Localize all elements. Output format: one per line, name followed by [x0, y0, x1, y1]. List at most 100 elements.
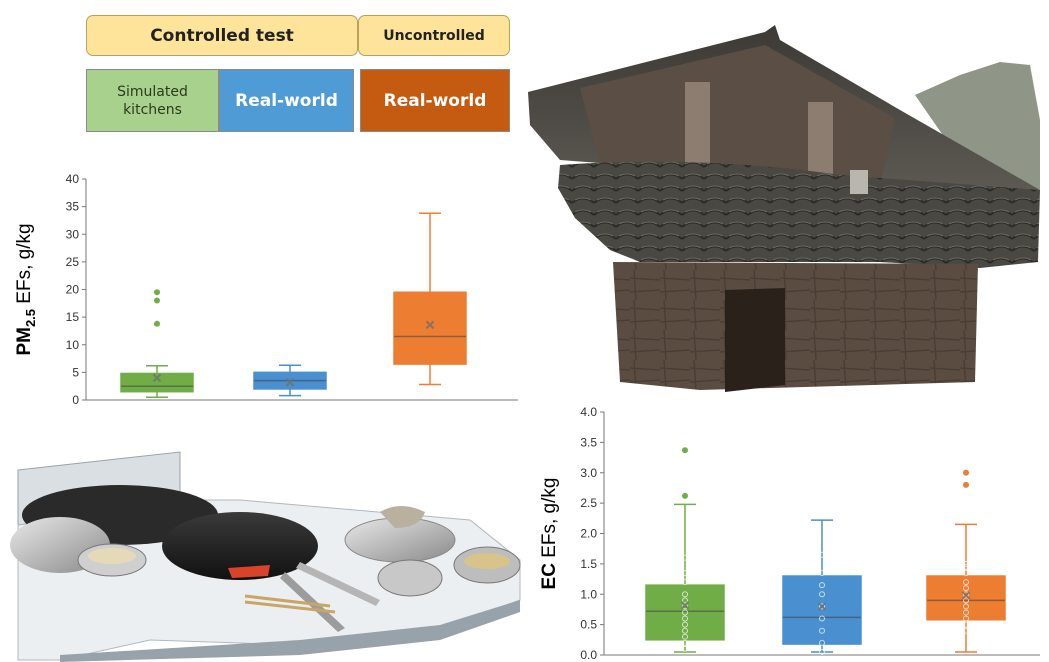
- y-axis-label-bold: EC: [539, 563, 560, 590]
- mean-marker: [817, 602, 827, 611]
- box: [645, 584, 725, 641]
- kitchen-counter-edge: [60, 600, 520, 662]
- data-point: [963, 615, 969, 622]
- data-point: [682, 621, 688, 628]
- data-point: [682, 597, 688, 604]
- data-point: [819, 591, 825, 598]
- mean-marker: [152, 373, 162, 383]
- data-point: [819, 551, 825, 558]
- y-tick-label: 40: [66, 172, 80, 186]
- house-tiled-roof: [558, 161, 1040, 268]
- y-tick-label: 30: [66, 227, 80, 241]
- uncontrolled-header: Uncontrolled: [358, 15, 510, 56]
- pm25-boxplot: 0 5 10 15 20 25 30 35 40 PM2.5 EFs, g/kg: [14, 172, 518, 407]
- y-tick-label: 3.0: [580, 466, 597, 480]
- y-tick-label: 0.5: [580, 618, 597, 632]
- y-tick-label: 0: [72, 393, 79, 407]
- y-tick-label: 1.5: [580, 557, 597, 571]
- uncontrolled-label: Uncontrolled: [383, 27, 485, 44]
- y-tick-label: 2.0: [580, 527, 597, 541]
- house-photo: [528, 25, 1040, 392]
- real-world-controlled-cell: Real-world: [219, 69, 354, 132]
- real-world-controlled-label: Real-world: [235, 90, 338, 111]
- house-trees: [915, 62, 1040, 190]
- simulated-kitchens-cell: Simulated kitchens: [86, 69, 219, 132]
- data-point: [819, 615, 825, 622]
- house-pillar: [685, 82, 710, 174]
- data-point: [682, 569, 688, 576]
- real-world-uncontrolled-cell: Real-world: [360, 69, 510, 132]
- data-point: [963, 569, 969, 576]
- simulated-label: Simulated: [117, 83, 188, 100]
- data-point: [963, 563, 969, 570]
- house-chimney: [850, 170, 868, 194]
- data-point: [819, 627, 825, 634]
- data-point: [963, 585, 969, 592]
- house-pillar: [808, 102, 833, 184]
- kitchen-photo: [10, 451, 521, 662]
- controlled-test-header: Controlled test: [86, 15, 358, 56]
- outlier-point: [154, 289, 160, 296]
- outlier-point: [154, 297, 160, 304]
- ec-boxplot: 0.0 0.5 1.0 1.5 2.0 2.5 3.0 3.5 4.0 EC EFs, g/kg: [539, 405, 1040, 662]
- outlier-point: [154, 320, 160, 327]
- controlled-test-label: Controlled test: [150, 25, 294, 46]
- y-axis-label-rest: EFs, g/kg: [14, 223, 35, 309]
- y-axis-label: EC EFs, g/kg: [539, 478, 560, 590]
- y-axis-label-bold: PM: [14, 327, 35, 356]
- box: [393, 291, 467, 365]
- mean-marker: [285, 378, 295, 387]
- y-tick-label: 4.0: [580, 405, 597, 419]
- mean-marker: [425, 320, 435, 330]
- outlier-point: [682, 447, 688, 454]
- data-point: [682, 633, 688, 640]
- wok-food: [228, 565, 270, 578]
- wok-handle: [280, 572, 345, 632]
- data-point: [682, 579, 688, 586]
- data-point: [682, 615, 688, 622]
- outlier-point: [963, 469, 969, 476]
- data-point: [963, 627, 969, 634]
- y-tick-label: 5: [72, 365, 79, 379]
- box: [120, 372, 194, 393]
- house-doorway: [725, 288, 785, 392]
- y-tick-label: 2.5: [580, 496, 597, 510]
- data-point: [963, 597, 969, 604]
- y-tick-label: 3.5: [580, 435, 597, 449]
- y-tick-label: 15: [66, 310, 80, 324]
- outlier-point: [682, 492, 688, 499]
- data-point: [963, 560, 969, 567]
- data-point: [819, 582, 825, 589]
- data-point: [819, 648, 825, 655]
- steamer-towel: [380, 506, 425, 528]
- data-point: [682, 627, 688, 634]
- outlier-point: [963, 481, 969, 488]
- data-point: [819, 569, 825, 576]
- mean-marker: [961, 591, 971, 600]
- y-tick-label: 20: [66, 283, 80, 297]
- real-world-uncontrolled-label: Real-world: [383, 90, 487, 111]
- box: [782, 575, 862, 645]
- data-point: [963, 621, 969, 628]
- y-axis-label: PM2.5 EFs, g/kg: [14, 223, 38, 355]
- y-axis-label-rest: EFs, g/kg: [539, 478, 560, 564]
- data-point: [963, 579, 969, 586]
- dumplings: [88, 548, 136, 564]
- y-tick-label: 1.0: [580, 587, 597, 601]
- empty-bowl: [377, 559, 443, 597]
- wok: [162, 512, 318, 580]
- noodles: [464, 553, 510, 569]
- house-mud-wall: [613, 262, 978, 390]
- y-tick-label: 0.0: [580, 648, 597, 662]
- y-tick-label: 35: [66, 200, 80, 214]
- data-point: [682, 591, 688, 598]
- spatula: [296, 562, 380, 606]
- y-axis-label-subscript: 2.5: [23, 309, 38, 327]
- y-tick-label: 25: [66, 255, 80, 269]
- data-point: [682, 609, 688, 616]
- data-point: [963, 603, 969, 610]
- data-point: [682, 554, 688, 561]
- kitchens-label: kitchens: [123, 101, 182, 118]
- chopsticks: [244, 594, 336, 614]
